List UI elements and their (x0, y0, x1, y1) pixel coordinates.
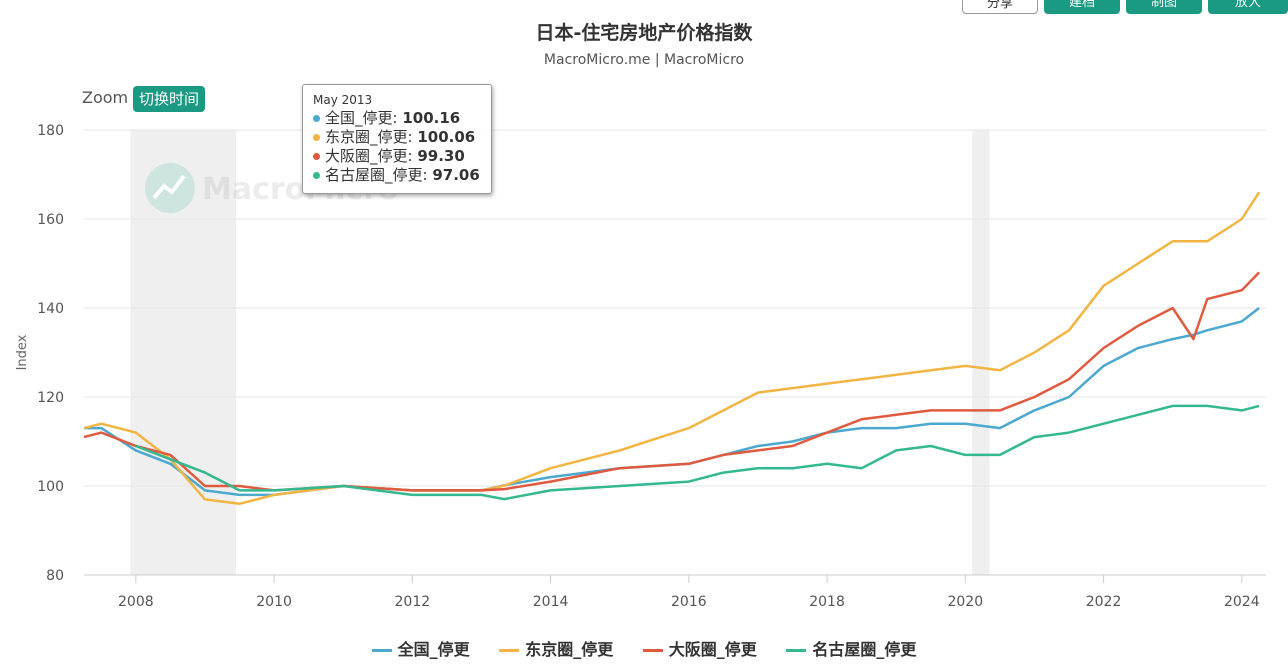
chart-title: 日本-住宅房地产价格指数 (535, 22, 753, 44)
x-tick-label: 2010 (256, 594, 292, 610)
chart-subtitle: MacroMicro.me | MacroMicro (543, 52, 745, 68)
tooltip-row: 大阪圈_停更: 99.30 (313, 147, 481, 166)
legend-line-icon (499, 649, 520, 652)
series-line-2 (83, 271, 1260, 492)
legend-label: 名古屋圈_停更 (812, 640, 917, 659)
series-dot-icon (313, 153, 320, 160)
zoom-label: Zoom (82, 88, 129, 107)
legend-item-nagoya[interactable]: 名古屋圈_停更 (786, 636, 916, 660)
series-line-1 (83, 191, 1261, 506)
tooltip-series-name: 全国_停更 (325, 109, 393, 127)
y-axis-label: Index (15, 334, 30, 370)
x-tick-label: 2016 (671, 594, 707, 610)
x-tick-label: 2014 (533, 594, 569, 610)
legend-label: 全国_停更 (397, 640, 470, 659)
legend-item-tokyo[interactable]: 东京圈_停更 (499, 636, 613, 660)
legend-line-icon (642, 649, 663, 652)
series-line-3 (135, 404, 1260, 501)
tooltip-series-value: 100.06 (417, 128, 476, 146)
macromicro-logo-icon (145, 163, 195, 213)
tooltip-series-name: 名古屋圈_停更 (325, 166, 423, 184)
legend-label: 大阪圈_停更 (668, 640, 757, 659)
tooltip-series-value: 97.06 (432, 166, 480, 184)
legend-item-national[interactable]: 全国_停更 (371, 636, 470, 660)
tooltip-date: May 2013 (313, 93, 373, 107)
y-tick-label: 100 (37, 479, 64, 495)
series-line-0 (84, 307, 1260, 497)
tooltip-series-value: 99.30 (417, 147, 465, 165)
tooltip-row: 全国_停更: 100.16 (313, 109, 481, 128)
legend-item-osaka[interactable]: 大阪圈_停更 (642, 636, 757, 660)
tooltip-series-name: 大阪圈_停更 (325, 147, 408, 165)
share-button[interactable]: 分享 (962, 0, 1038, 14)
switch-time-button[interactable]: 切换时间 (133, 86, 206, 112)
x-tick-label: 2020 (947, 594, 983, 610)
tooltip-row: 名古屋圈_停更: 97.06 (313, 166, 481, 185)
chart-legend: 全国_停更 东京圈_停更 大阪圈_停更 名古屋圈_停更 (0, 636, 1288, 660)
legend-line-icon (786, 649, 807, 652)
series-dot-icon (313, 134, 320, 141)
tooltip: May 2013 全国_停更: 100.16 东京圈_停更: 100.06 大阪… (302, 84, 492, 194)
x-tick-label: 2012 (395, 594, 431, 610)
recession-band (972, 130, 990, 575)
tooltip-row: 东京圈_停更: 100.06 (313, 128, 481, 147)
y-tick-label: 140 (37, 301, 64, 317)
expand-button[interactable]: 放大 (1208, 0, 1288, 14)
y-tick-label: 120 (37, 390, 64, 406)
series-dot-icon (313, 115, 320, 122)
y-tick-label: 80 (46, 568, 64, 584)
series-dot-icon (313, 172, 320, 179)
action-button-3[interactable]: 制图 (1126, 0, 1202, 14)
y-tick-label: 160 (37, 212, 64, 228)
x-tick-label: 2022 (1086, 594, 1122, 610)
x-tick-label: 2024 (1224, 594, 1260, 610)
legend-line-icon (371, 649, 392, 652)
tooltip-series-value: 100.16 (402, 109, 461, 127)
action-button-2[interactable]: 建档 (1044, 0, 1120, 14)
legend-label: 东京圈_停更 (525, 640, 614, 659)
y-tick-label: 180 (37, 123, 64, 139)
tooltip-series-name: 东京圈_停更 (325, 128, 408, 146)
x-tick-label: 2018 (809, 594, 845, 610)
x-tick-label: 2008 (118, 594, 154, 610)
